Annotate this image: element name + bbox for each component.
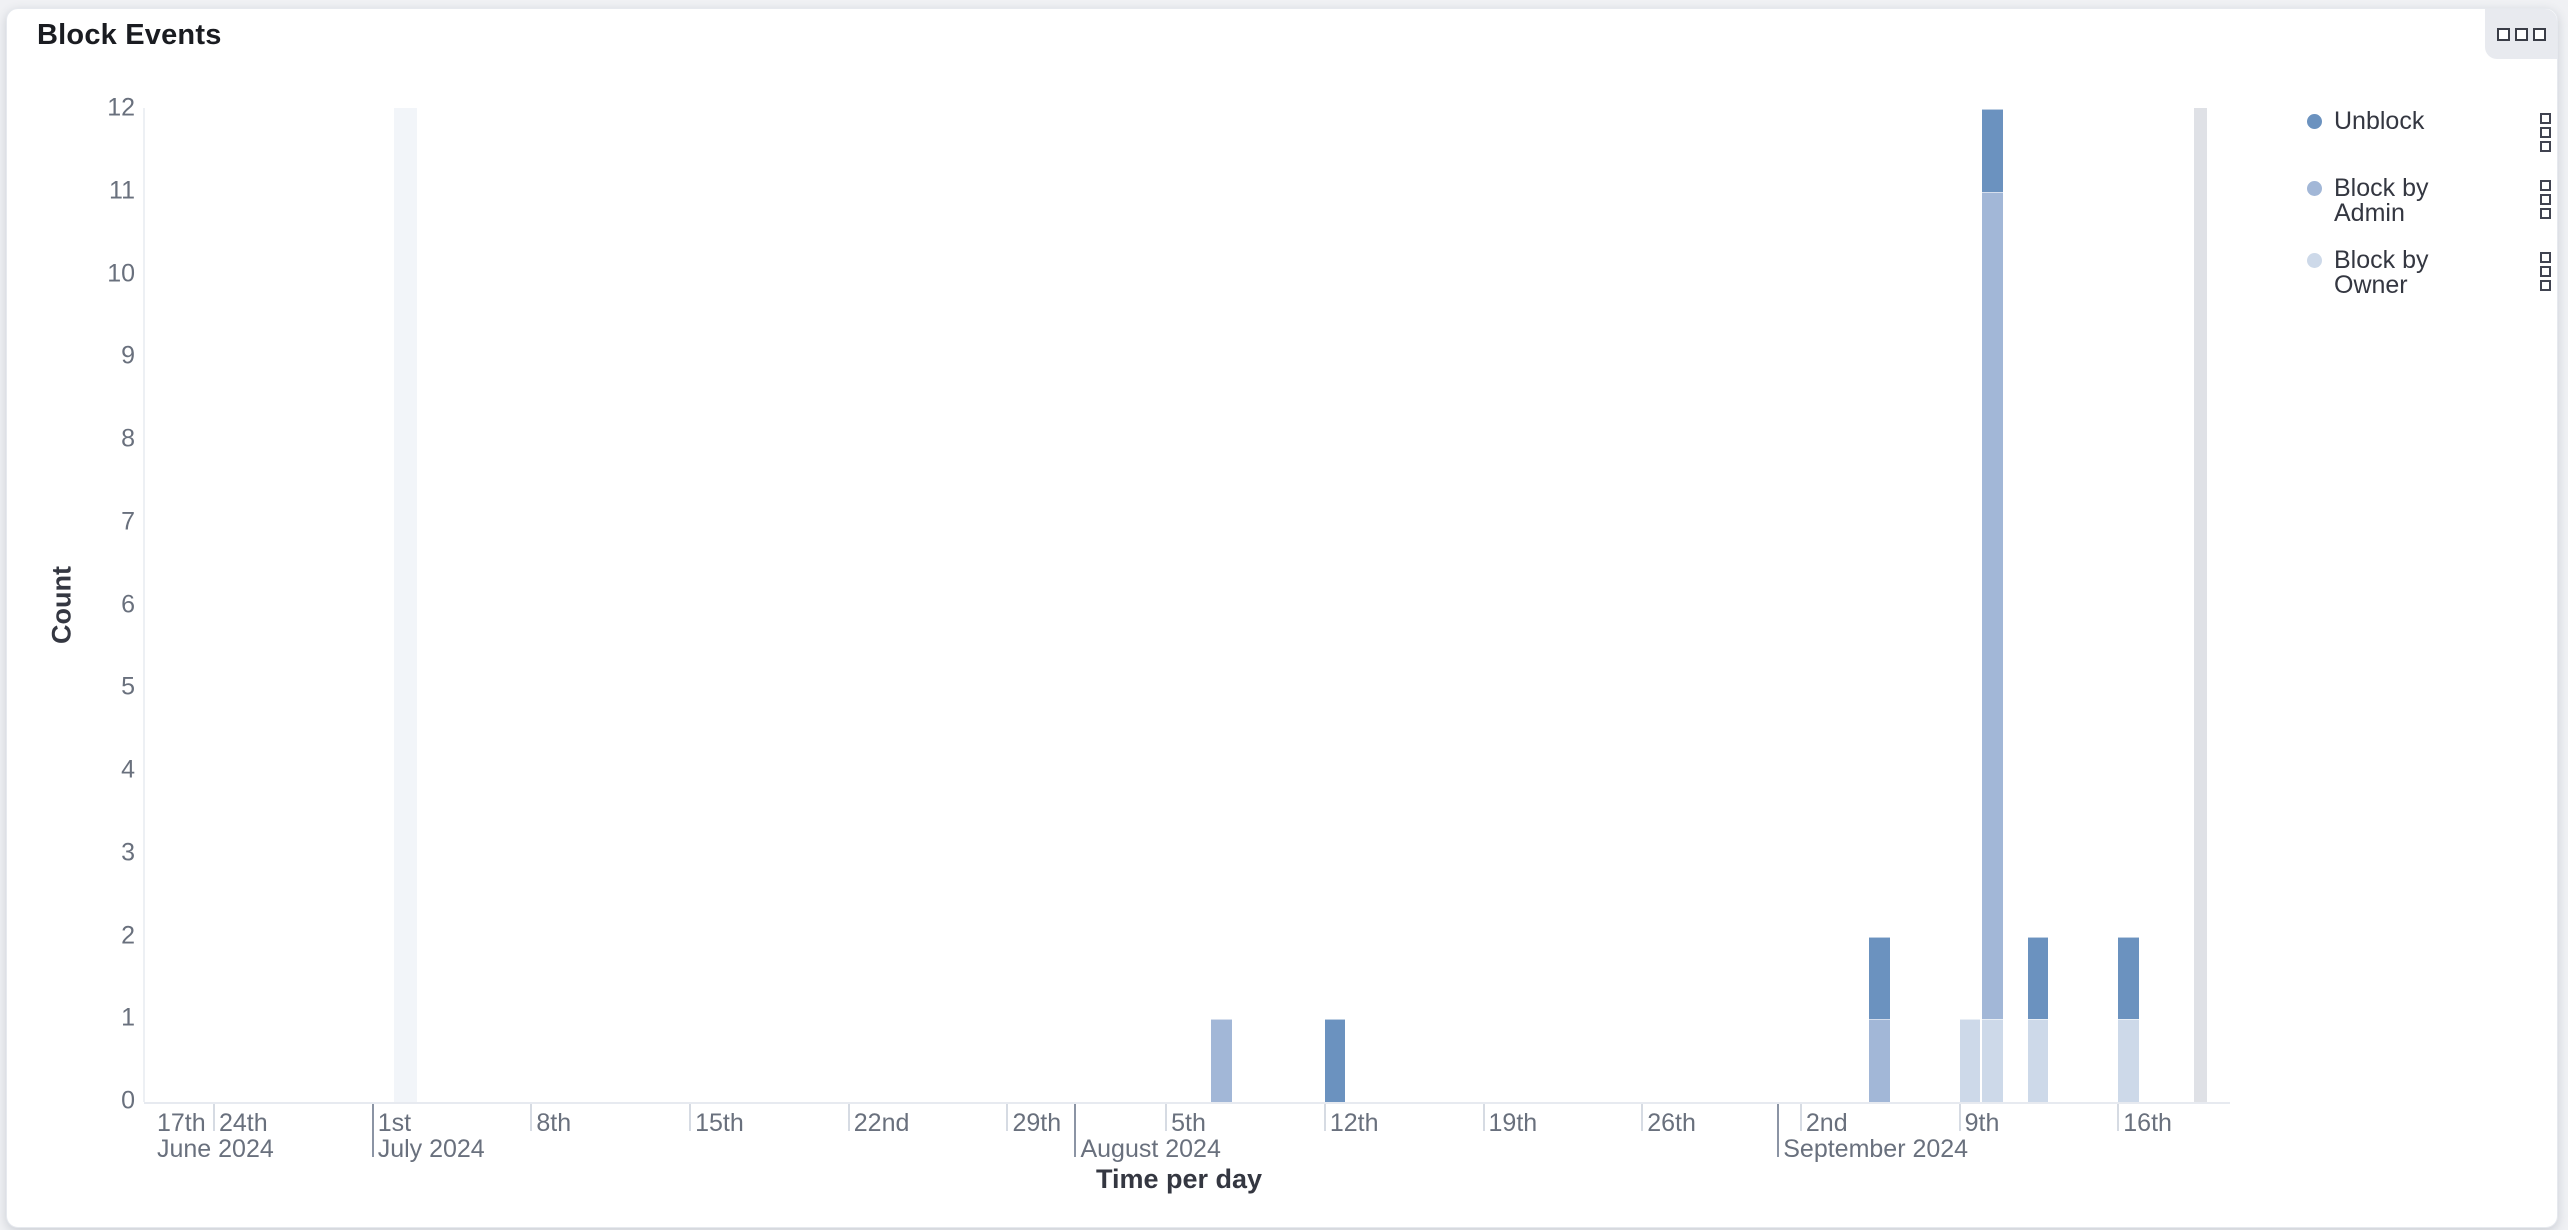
- panel-options-button[interactable]: [2485, 9, 2557, 59]
- x-week-tick: [2117, 1104, 2120, 1131]
- y-tick-label: 2: [121, 921, 135, 949]
- legend-item-label: Block by Admin: [2334, 174, 2429, 227]
- legend-actions-button[interactable]: [2538, 250, 2553, 293]
- x-week-tick: [847, 1104, 850, 1131]
- boxes-vertical-icon: [2540, 141, 2551, 152]
- x-day-tick-label: 26th: [1647, 1109, 1696, 1137]
- legend-item-block-by-owner[interactable]: Block by Owner: [2307, 248, 2553, 298]
- legend-color-dot-icon: [2307, 181, 2322, 196]
- legend-actions-button[interactable]: [2538, 178, 2553, 221]
- x-week-tick: [213, 1104, 215, 1131]
- legend-item-unblock[interactable]: Unblock: [2307, 109, 2553, 154]
- boxes-vertical-icon: [2540, 180, 2551, 191]
- x-day-tick-label: 9th: [1964, 1109, 2000, 1137]
- x-week-tick: [1165, 1104, 1168, 1131]
- legend-actions-button[interactable]: [2538, 111, 2553, 154]
- y-tick-label: 4: [121, 755, 135, 784]
- x-week-tick: [1482, 1104, 1485, 1131]
- bar-segment-unblock[interactable]: [1324, 1019, 1346, 1102]
- bar-segment-block-by-admin[interactable]: [1868, 1019, 1890, 1102]
- y-axis-line: [143, 108, 145, 1102]
- x-day-tick-label: 5th: [1171, 1109, 1206, 1137]
- legend-item-label: Block by Owner: [2334, 246, 2429, 299]
- x-month-tick: [371, 1104, 374, 1157]
- legend-item-block-by-admin[interactable]: Block by Admin: [2307, 176, 2553, 226]
- x-day-tick-label: 2nd: [1805, 1109, 1848, 1137]
- partial-bucket-band: [2194, 108, 2208, 1102]
- x-week-tick: [689, 1104, 692, 1131]
- x-day-tick-label: 16th: [2123, 1109, 2172, 1137]
- y-tick-label: 5: [121, 672, 135, 701]
- y-tick-label: 0: [121, 1086, 135, 1115]
- partial-bucket-band: [394, 108, 418, 1102]
- x-month-tick-label: August 2024: [1080, 1135, 1221, 1163]
- x-day-tick-label: 15th: [695, 1109, 744, 1137]
- bar-segment-block-by-owner[interactable]: [1982, 1019, 2003, 1102]
- y-tick-label: 9: [121, 341, 135, 370]
- y-tick-label: 1: [121, 1003, 135, 1032]
- chart-legend: Unblock Block by Admin Block by Owner: [2307, 109, 2553, 298]
- boxes-vertical-icon: [2540, 208, 2551, 219]
- x-day-tick-label: 24th: [219, 1109, 268, 1137]
- y-tick-label: 6: [121, 590, 135, 618]
- bar-segment-unblock[interactable]: [2118, 936, 2139, 1020]
- x-day-tick-label: 22nd: [853, 1109, 910, 1137]
- bar-segment-block-by-owner[interactable]: [2027, 1019, 2049, 1102]
- x-week-tick: [530, 1104, 533, 1131]
- x-day-tick-label: 8th: [536, 1109, 572, 1137]
- x-month-tick-label: June 2024: [157, 1135, 274, 1163]
- x-month-tick: [1074, 1104, 1077, 1157]
- boxes-vertical-icon: [2540, 266, 2551, 277]
- bar-segment-block-by-admin[interactable]: [1211, 1019, 1233, 1102]
- legend-color-dot-icon: [2307, 114, 2322, 129]
- x-month-tick-label: September 2024: [1783, 1135, 1969, 1163]
- boxes-horizontal-icon: [2496, 27, 2510, 41]
- y-tick-label: 7: [121, 507, 135, 536]
- x-day-tick-label: 1st: [377, 1109, 412, 1137]
- bar-segment-block-by-admin[interactable]: [1982, 191, 2003, 1020]
- bar-segment-block-by-owner[interactable]: [2118, 1019, 2139, 1102]
- x-day-tick-label: 17th: [157, 1109, 206, 1137]
- legend-item-label: Unblock: [2334, 107, 2425, 135]
- x-week-tick: [1799, 1104, 1802, 1131]
- block-events-chart: Count Time per day 0 1 2 3 4 5 6 7 8 9 10 11 12 17th 2…: [7, 9, 2557, 1227]
- y-tick-label: 11: [109, 176, 135, 205]
- x-day-tick-label: 12th: [1329, 1109, 1379, 1137]
- boxes-vertical-icon: [2540, 252, 2551, 263]
- bar-segment-unblock[interactable]: [2027, 936, 2049, 1020]
- boxes-horizontal-icon: [2514, 27, 2528, 41]
- bar-segment-unblock[interactable]: [1982, 109, 2003, 192]
- boxes-vertical-icon: [2540, 194, 2551, 205]
- x-week-tick: [1006, 1104, 1009, 1131]
- x-month-tick-label: July 2024: [377, 1135, 485, 1163]
- x-week-tick: [1323, 1104, 1326, 1131]
- x-day-tick-label: 29th: [1012, 1109, 1062, 1137]
- bar-segment-block-by-owner[interactable]: [1959, 1019, 1981, 1102]
- bar-segment-unblock[interactable]: [1868, 936, 1890, 1020]
- y-tick-label: 12: [107, 93, 135, 122]
- x-day-tick-label: 19th: [1488, 1109, 1538, 1137]
- boxes-vertical-icon: [2540, 113, 2551, 124]
- y-tick-label: 8: [121, 424, 135, 453]
- legend-color-dot-icon: [2307, 253, 2322, 268]
- x-axis-title: Time per day: [1095, 1164, 1263, 1194]
- y-tick-label: 3: [121, 838, 135, 867]
- panel-title: Block Events: [37, 19, 222, 51]
- y-tick-label: 10: [107, 259, 135, 287]
- x-week-tick: [1641, 1104, 1644, 1131]
- x-axis-line: [144, 1102, 2230, 1104]
- boxes-horizontal-icon: [2532, 27, 2546, 41]
- x-week-tick: [1958, 1104, 1961, 1131]
- boxes-vertical-icon: [2540, 127, 2551, 138]
- x-month-tick: [1777, 1104, 1780, 1157]
- boxes-vertical-icon: [2540, 280, 2551, 291]
